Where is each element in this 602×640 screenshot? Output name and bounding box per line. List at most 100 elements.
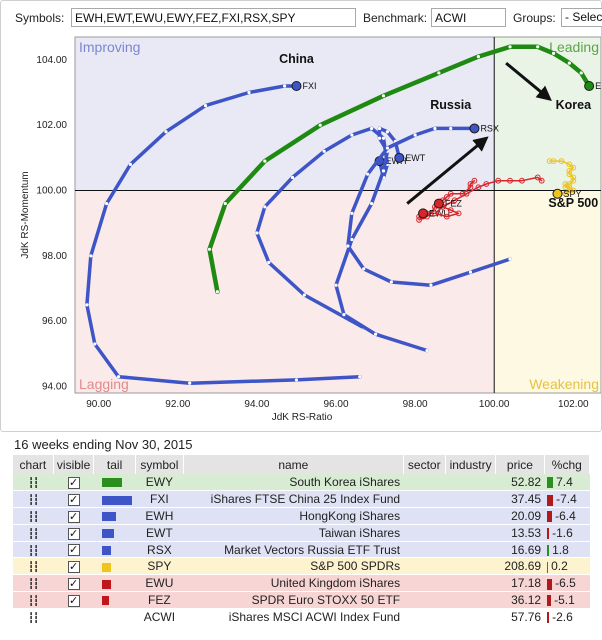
sector-cell bbox=[403, 541, 446, 559]
tail-point-ewu bbox=[447, 190, 454, 197]
chart-icon[interactable]: ┇┇ bbox=[28, 562, 39, 574]
header-chart[interactable]: chart bbox=[13, 455, 54, 474]
header-visible[interactable]: visible bbox=[53, 455, 95, 474]
benchmark-label: Benchmark: bbox=[363, 11, 428, 25]
sector-cell bbox=[403, 490, 446, 509]
x-tick-label: 92.00 bbox=[165, 399, 190, 410]
tail-point-fez bbox=[519, 177, 525, 184]
tail-point-rsx bbox=[366, 172, 370, 176]
x-tick-label: 100.00 bbox=[479, 399, 510, 410]
tail-point-spy bbox=[562, 190, 569, 197]
tail-swatch[interactable] bbox=[101, 529, 114, 539]
y-tick-label: 100.00 bbox=[36, 186, 67, 197]
chart-icon[interactable]: ┇┇ bbox=[28, 528, 39, 540]
tail-point-ewt bbox=[350, 237, 354, 242]
chart-icon[interactable]: ┇┇ bbox=[28, 579, 39, 591]
chart-icon[interactable]: ┇┇ bbox=[28, 478, 39, 490]
tail-point-fxi bbox=[85, 303, 89, 307]
price-cell: 17.18 bbox=[495, 574, 545, 593]
annotation-arrow bbox=[505, 61, 552, 101]
tail-swatch[interactable] bbox=[101, 545, 111, 555]
quadrant-label-weakening: Weakening bbox=[529, 376, 599, 392]
tail-point-spy bbox=[570, 174, 577, 181]
tail-point-ewy bbox=[508, 45, 512, 49]
quadrant-improving bbox=[75, 37, 495, 191]
tail-point-spy bbox=[546, 158, 553, 165]
visible-checkbox[interactable]: ✓ bbox=[67, 578, 80, 590]
tail-point-fez bbox=[538, 177, 545, 184]
pct-change-cell: -6.4 bbox=[544, 507, 590, 525]
price-cell: 37.45 bbox=[495, 490, 545, 509]
pct-change-cell: -6.5 bbox=[544, 574, 590, 593]
price-cell: 20.09 bbox=[495, 507, 545, 525]
visible-checkbox[interactable]: ✓ bbox=[67, 510, 80, 523]
tail-point-ewt bbox=[381, 169, 386, 173]
quadrant-weakening bbox=[494, 190, 601, 393]
groups-select[interactable]: - Select bbox=[561, 8, 602, 27]
symbols-input[interactable] bbox=[71, 8, 356, 27]
visible-checkbox[interactable]: ✓ bbox=[67, 494, 80, 507]
tail-point-ewu bbox=[467, 181, 474, 187]
visible-checkbox[interactable]: ✓ bbox=[67, 544, 80, 557]
tail-point-spy bbox=[566, 184, 573, 191]
chart-icon[interactable]: ┇┇ bbox=[28, 511, 39, 523]
symbol-cell: EWY bbox=[135, 474, 184, 492]
visible-checkbox[interactable]: ✓ bbox=[67, 527, 80, 540]
tail-swatch[interactable] bbox=[101, 478, 122, 488]
header-chg[interactable]: %chg bbox=[544, 455, 591, 474]
annotation-russia: Russia bbox=[430, 98, 472, 112]
tail-point-ewt bbox=[334, 283, 338, 287]
tail-point-ewu bbox=[471, 177, 478, 184]
x-tick-label: 90.00 bbox=[86, 399, 111, 410]
tail-point-spy bbox=[558, 158, 565, 165]
tail-point-fez bbox=[463, 190, 470, 197]
chg-bar bbox=[547, 544, 550, 556]
tail-point-rsx bbox=[389, 280, 393, 284]
y-tick-label: 104.00 bbox=[36, 55, 67, 66]
header-industry[interactable]: industry bbox=[445, 455, 497, 474]
tail-point-spy bbox=[566, 168, 573, 174]
visible-checkbox[interactable]: ✓ bbox=[67, 561, 80, 574]
quadrant-leading bbox=[494, 37, 601, 191]
chart-icon[interactable]: ┇┇ bbox=[28, 495, 39, 507]
chg-value: 0.2 bbox=[551, 559, 568, 574]
tail-swatch[interactable] bbox=[101, 562, 111, 572]
y-tick-label: 96.00 bbox=[42, 316, 67, 327]
tail-swatch[interactable] bbox=[101, 495, 132, 505]
chg-value: -2.6 bbox=[552, 609, 573, 624]
industry-cell bbox=[445, 574, 496, 593]
chart-icon[interactable]: ┇┇ bbox=[28, 612, 39, 624]
tail-swatch[interactable] bbox=[101, 512, 116, 522]
tail-point-ewh bbox=[263, 205, 267, 209]
tail-point-rsx bbox=[449, 126, 453, 131]
tail-point-spy bbox=[566, 181, 573, 187]
tail-swatch[interactable] bbox=[101, 579, 111, 589]
header-price[interactable]: price bbox=[495, 455, 545, 474]
chart-icon[interactable]: ┇┇ bbox=[28, 545, 39, 557]
sector-cell bbox=[403, 474, 446, 492]
benchmark-input[interactable] bbox=[431, 8, 506, 27]
tail-point-ewh bbox=[267, 260, 271, 264]
visible-checkbox[interactable]: ✓ bbox=[67, 594, 80, 607]
tail-point-ewt bbox=[370, 201, 374, 206]
chart-icon[interactable]: ┇┇ bbox=[28, 595, 39, 607]
tail-point-ewu bbox=[443, 194, 450, 200]
tail-swatch[interactable] bbox=[101, 596, 109, 606]
period-caption: 16 weeks ending Nov 30, 2015 bbox=[14, 437, 193, 452]
industry-cell bbox=[445, 591, 496, 609]
visible-checkbox[interactable]: ✓ bbox=[67, 476, 80, 489]
header-sector[interactable]: sector bbox=[403, 455, 446, 474]
y-tick-label: 98.00 bbox=[42, 251, 67, 262]
head-marker-rsx bbox=[469, 123, 480, 134]
header-symbol[interactable]: symbol bbox=[135, 455, 185, 474]
table-row: ┇┇ ✓ EWT Taiwan iShares 13.53 -1.6 bbox=[13, 524, 590, 542]
chg-bar bbox=[547, 595, 552, 607]
tail-point-ewy bbox=[207, 247, 212, 251]
tail-fez bbox=[434, 176, 543, 218]
symbol-cell: RSX bbox=[135, 541, 184, 559]
table-row: ┇┇ ✓ RSX Market Vectors Russia ETF Trust 16.… bbox=[13, 541, 590, 559]
header-name[interactable]: name bbox=[183, 455, 404, 474]
tail-point-fxi bbox=[294, 378, 299, 382]
header-tail[interactable]: tail bbox=[93, 455, 136, 474]
annotation-s-p-500: S&P 500 bbox=[548, 196, 598, 210]
